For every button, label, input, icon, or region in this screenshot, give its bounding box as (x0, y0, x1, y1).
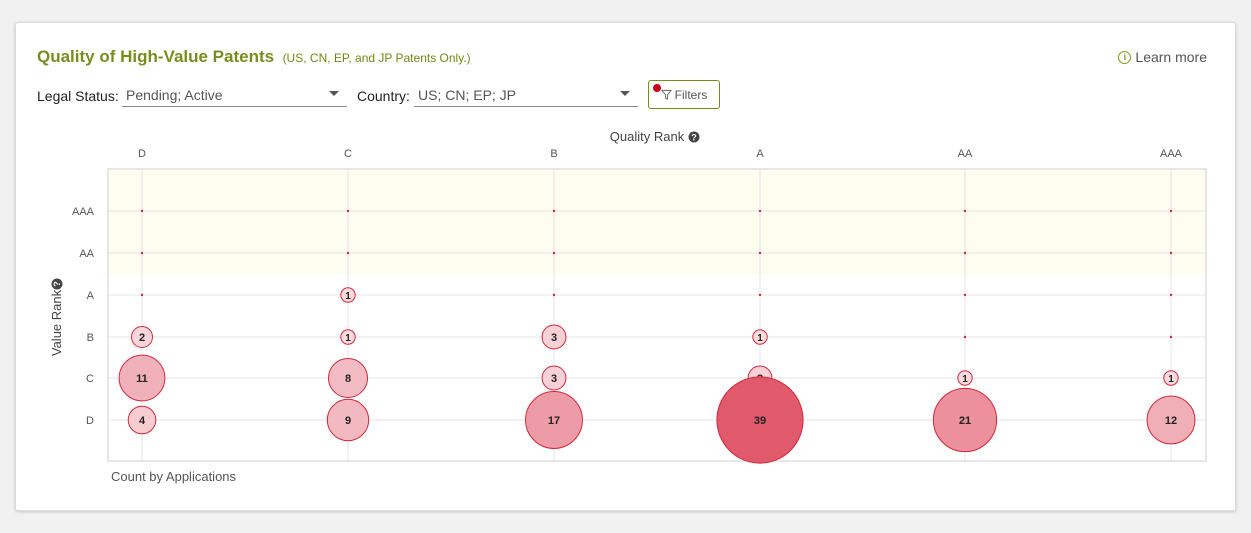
empty-point (1169, 335, 1173, 339)
filters-button-label: Filters (674, 87, 708, 102)
chart-subtitle: (US, CN, EP, and JP Patents Only.) (282, 51, 471, 65)
bubble-count-label: 21 (959, 415, 971, 427)
help-icon-glyph: ? (52, 281, 62, 287)
bubble-count-label: 1 (345, 333, 351, 344)
empty-point (758, 293, 762, 297)
bubble-count-label: 3 (551, 332, 557, 344)
help-icon-glyph: ? (691, 133, 697, 143)
x-tick-label: C (344, 148, 352, 160)
y-tick-label: B (87, 332, 94, 344)
bubble-count-label: 1 (345, 291, 351, 302)
x-tick-label: A (756, 148, 764, 160)
bubble-AA-C (957, 370, 973, 386)
country-label: Country: (357, 88, 410, 104)
bubble-C-D (326, 398, 370, 442)
filters-button[interactable]: Filters (648, 80, 720, 109)
y-tick-label: AAA (72, 206, 95, 218)
bubble-D-C (118, 354, 166, 402)
active-filter-dot (653, 84, 661, 92)
help-icon (688, 131, 700, 143)
learn-more-link[interactable]: i Learn more (1118, 49, 1207, 65)
empty-point (963, 251, 967, 255)
bubble-count-label: 4 (139, 415, 146, 427)
legal-status-label: Legal Status: (37, 88, 119, 104)
bubble-count-label: 1 (757, 333, 763, 344)
bubble-count-label: 9 (345, 415, 351, 427)
info-icon: i (1118, 50, 1132, 64)
bubble-B-C (541, 365, 567, 391)
empty-point (758, 251, 762, 255)
empty-point (552, 209, 556, 213)
x-tick-label: B (550, 148, 557, 160)
empty-point (758, 209, 762, 213)
bubble-D-B (131, 326, 153, 348)
bubble-count-label: 1 (1168, 374, 1174, 385)
bubble-count-label: 17 (548, 415, 560, 427)
bubble-AAA-D (1146, 395, 1196, 445)
bubble-count-label: 2 (139, 332, 145, 344)
x-tick-label: AA (958, 148, 973, 160)
funnel-icon (660, 89, 672, 100)
bubble-AAA-C (1163, 370, 1179, 386)
highlight-band (108, 169, 1206, 275)
empty-point (346, 251, 350, 255)
empty-point (963, 335, 967, 339)
y-tick-label: A (87, 290, 95, 302)
bubble-B-D (525, 391, 583, 449)
bubble-count-label: 8 (345, 373, 351, 385)
empty-point (346, 209, 350, 213)
legal-status-value: Pending; Active (126, 87, 223, 103)
bubble-A-D (716, 376, 804, 464)
x-tick-label: AAA (1160, 148, 1183, 160)
empty-point (1169, 251, 1173, 255)
empty-point (140, 209, 144, 213)
bubble-count-label: 11 (136, 373, 148, 385)
country-select[interactable]: US; CN; EP; JP (414, 79, 638, 107)
bubble-count-label: 12 (1165, 415, 1177, 427)
y-tick-label: C (86, 373, 94, 385)
chart-title: Quality of High-Value Patents (37, 47, 275, 66)
x-tick-label: D (138, 148, 146, 160)
empty-point (552, 251, 556, 255)
chevron-down-icon (329, 91, 339, 96)
bubble-count-label: 1 (962, 374, 968, 385)
empty-point (1169, 293, 1173, 297)
learn-more-label: Learn more (1135, 49, 1207, 65)
title-row: Quality of High-Value Patents (US, CN, E… (37, 47, 471, 67)
empty-point (963, 293, 967, 297)
bubble-C-A (340, 287, 356, 303)
x-axis-title: Quality Rank (610, 129, 685, 144)
y-tick-label: AA (79, 248, 94, 260)
bubble-D-D (127, 405, 157, 435)
bubble-AA-D (932, 387, 998, 453)
bubble-C-B (340, 329, 356, 345)
count-by-label: Count by Applications (111, 469, 237, 484)
empty-point (140, 251, 144, 255)
empty-point (963, 209, 967, 213)
empty-point (552, 293, 556, 297)
bubble-count-label: 3 (551, 373, 557, 385)
empty-point (1169, 209, 1173, 213)
legal-status-select[interactable]: Pending; Active (122, 79, 347, 107)
bubble-count-label: 39 (754, 415, 766, 427)
bubble-B-B (541, 324, 567, 350)
country-value: US; CN; EP; JP (418, 87, 517, 103)
chevron-down-icon (620, 91, 630, 96)
plot-border (107, 168, 1207, 462)
y-axis-title: Value Rank (49, 289, 64, 356)
bubble-C-C (327, 357, 369, 399)
bubble-A-B (752, 329, 768, 345)
empty-point (140, 293, 144, 297)
help-icon (51, 278, 63, 290)
y-tick-label: D (86, 415, 94, 427)
